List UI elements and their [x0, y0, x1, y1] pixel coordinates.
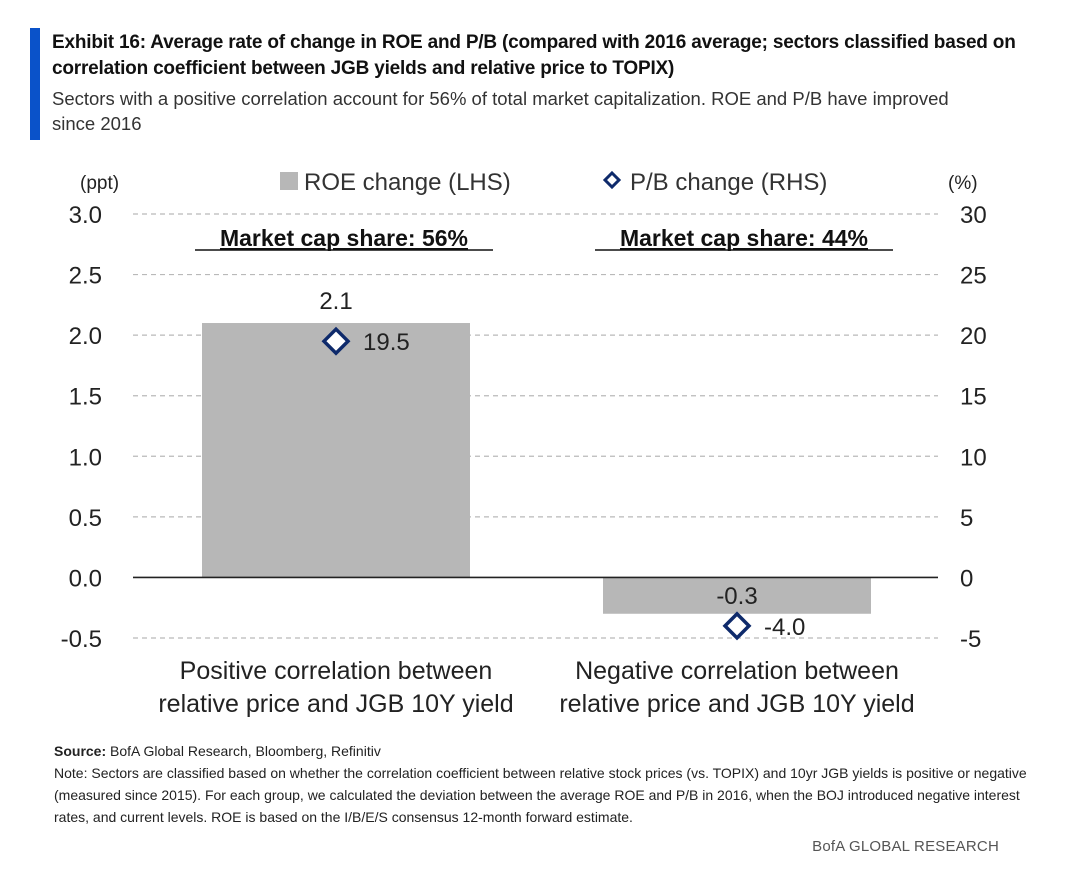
left-tick-label: 0.0 — [69, 565, 102, 592]
right-tick-label: 0 — [960, 565, 973, 592]
source-label: Source: — [54, 743, 107, 759]
category-label: relative price and JGB 10Y yield — [559, 690, 914, 718]
right-axis-label: (%) — [948, 173, 978, 194]
pb-data-label: 19.5 — [363, 329, 410, 356]
note-text: Note: Sectors are classified based on wh… — [54, 765, 1027, 825]
chart-area: 3.0 2.5 2.0 1.5 1.0 0.5 0.0 -0.5 30 25 20 15 10 5 0 -5 (… — [61, 169, 987, 718]
roe-data-label: -0.3 — [716, 583, 757, 610]
chart-footer: Source: BofA Global Research, Bloomberg,… — [54, 740, 1044, 828]
source-line: Source: BofA Global Research, Bloomberg,… — [54, 740, 1044, 762]
right-tick-label: 30 — [960, 202, 987, 229]
roe-bar — [603, 577, 871, 614]
right-tick-label: 5 — [960, 505, 973, 532]
category-label: relative price and JGB 10Y yield — [158, 690, 513, 718]
chart-title: Exhibit 16: Average rate of change in RO… — [52, 32, 1016, 79]
pb-data-label: -4.0 — [764, 614, 805, 641]
category-label: Positive correlation between — [180, 657, 493, 685]
chart-subtitle: Sectors with a positive correlation acco… — [52, 88, 949, 134]
left-tick-label: 1.0 — [69, 444, 102, 471]
category-label: Negative correlation between — [575, 657, 899, 685]
right-tick-label: 20 — [960, 323, 987, 350]
right-tick-label: 25 — [960, 263, 987, 290]
legend-roe-swatch — [280, 172, 298, 190]
left-axis-label: (ppt) — [80, 173, 119, 194]
market-cap-annotation: Market cap share: 56% — [220, 225, 468, 251]
left-tick-label: 1.5 — [69, 384, 102, 411]
left-tick-label: 2.0 — [69, 323, 102, 350]
left-tick-label: 2.5 — [69, 263, 102, 290]
left-tick-label: 3.0 — [69, 202, 102, 229]
legend-pb-marker — [602, 170, 622, 190]
accent-bar — [30, 28, 40, 140]
right-tick-label: 10 — [960, 444, 987, 471]
left-tick-label: 0.5 — [69, 505, 102, 532]
left-tick-label: -0.5 — [61, 626, 102, 653]
market-cap-annotation: Market cap share: 44% — [620, 225, 868, 251]
pb-marker — [722, 611, 752, 641]
right-tick-label: 15 — [960, 384, 987, 411]
legend-roe-label: ROE change (LHS) — [304, 169, 511, 196]
source-text: BofA Global Research, Bloomberg, Refinit… — [106, 743, 381, 759]
roe-bar — [202, 323, 470, 578]
brand-label: BofA GLOBAL RESEARCH — [812, 838, 999, 855]
pb-marker — [321, 326, 351, 356]
roe-data-label: 2.1 — [319, 288, 352, 315]
right-tick-label: -5 — [960, 626, 981, 653]
legend-pb-label: P/B change (RHS) — [630, 169, 827, 196]
